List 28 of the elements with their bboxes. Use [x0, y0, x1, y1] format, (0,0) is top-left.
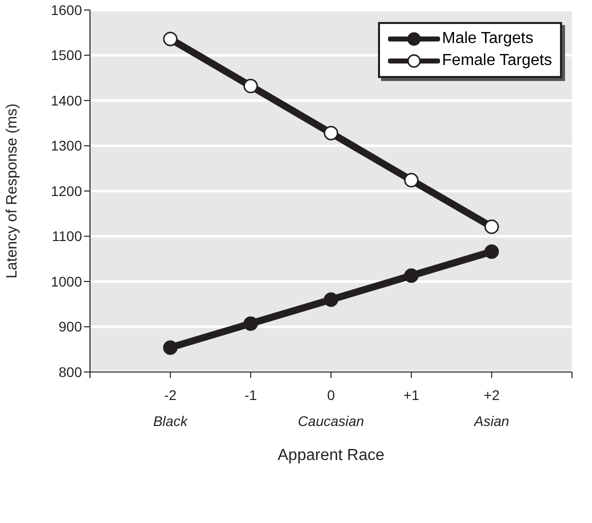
y-axis-title: Latency of Response (ms): [3, 103, 20, 279]
point: [324, 292, 338, 307]
x-axis-title: Apparent Race: [278, 447, 384, 464]
y-tick-label: 900: [58, 318, 82, 335]
y-tick-label: 1400: [50, 92, 82, 108]
point: [163, 32, 178, 46]
point: [484, 219, 499, 234]
legend-label: Male Targets: [442, 30, 534, 48]
y-tick-label: 1500: [50, 47, 82, 64]
x-tick-label: -2 Black: [153, 387, 188, 429]
y-tick-label: 1000: [50, 273, 82, 290]
point: [243, 78, 258, 94]
y-tick-label: 1200: [50, 182, 82, 199]
y-tick-label: 1100: [52, 228, 82, 244]
legend-label: Female Targets: [442, 52, 552, 70]
point: [324, 126, 338, 140]
point: [404, 172, 419, 188]
x-tick-label: 0 Caucasian: [298, 387, 364, 429]
point: [163, 340, 178, 355]
x-tick-label: -1: [244, 387, 258, 403]
point: [404, 268, 419, 283]
x-tick-label: +2 Asian: [473, 387, 510, 429]
point: [243, 316, 258, 331]
y-tick-label: 1600: [50, 2, 82, 18]
y-tick-label: 800: [58, 364, 82, 380]
point: [484, 244, 499, 259]
y-tick-label: 1300: [50, 138, 82, 154]
x-tick-label: +1: [403, 387, 420, 403]
